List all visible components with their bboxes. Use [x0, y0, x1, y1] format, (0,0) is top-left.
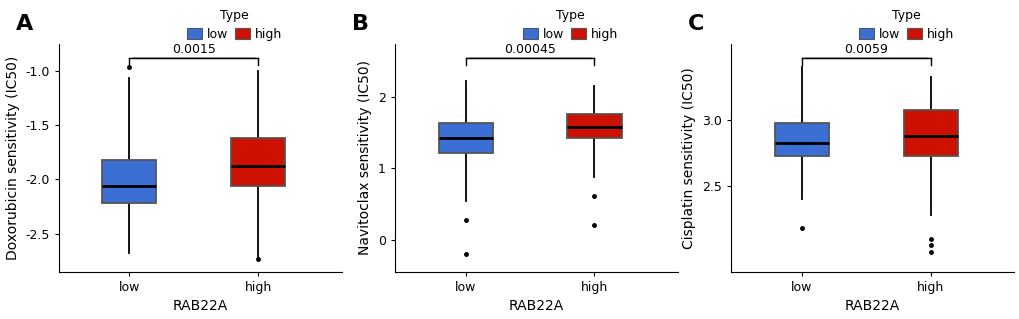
- Y-axis label: Cisplatin sensitivity (IC50): Cisplatin sensitivity (IC50): [682, 67, 696, 249]
- Text: 0.0015: 0.0015: [172, 43, 216, 56]
- Bar: [102, 160, 156, 203]
- Legend: low, high: low, high: [523, 9, 618, 41]
- Bar: [903, 109, 957, 156]
- Text: 0.0059: 0.0059: [844, 43, 888, 56]
- X-axis label: RAB22A: RAB22A: [844, 300, 900, 314]
- Legend: low, high: low, high: [186, 9, 281, 41]
- Bar: [438, 123, 492, 153]
- Bar: [102, 160, 156, 203]
- Bar: [903, 109, 957, 156]
- Bar: [438, 123, 492, 153]
- Text: 0.00045: 0.00045: [503, 43, 555, 56]
- Legend: low, high: low, high: [858, 9, 953, 41]
- Text: C: C: [688, 14, 704, 34]
- Bar: [231, 138, 285, 186]
- Bar: [567, 114, 621, 138]
- Text: A: A: [16, 14, 34, 34]
- Text: B: B: [352, 14, 369, 34]
- X-axis label: RAB22A: RAB22A: [508, 300, 564, 314]
- Bar: [231, 138, 285, 186]
- Y-axis label: Navitoclax sensitivity (IC50): Navitoclax sensitivity (IC50): [358, 60, 372, 255]
- X-axis label: RAB22A: RAB22A: [172, 300, 227, 314]
- Bar: [774, 123, 828, 156]
- Bar: [567, 114, 621, 138]
- Y-axis label: Doxorubicin sensitivity (IC50): Doxorubicin sensitivity (IC50): [5, 56, 19, 260]
- Bar: [774, 123, 828, 156]
